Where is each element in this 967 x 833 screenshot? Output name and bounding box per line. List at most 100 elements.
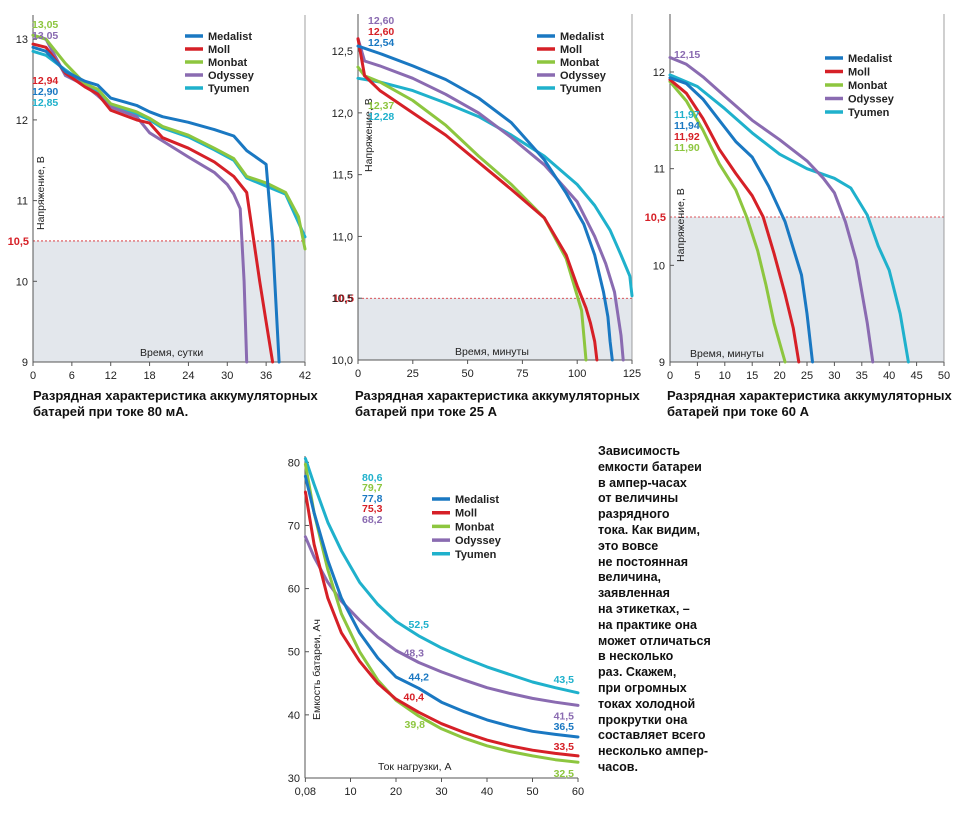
start-value-label: 12,37: [368, 100, 394, 112]
start-value-label: 80,6: [362, 472, 383, 484]
x-tick-label: 0: [355, 368, 361, 380]
legend-label: Moll: [848, 67, 870, 79]
note-line: раз. Скажем,: [598, 665, 677, 680]
y-tick-label: 11: [654, 164, 665, 176]
start-value-label: 12,54: [368, 37, 394, 49]
legend-label: Medalist: [208, 31, 252, 43]
legend-label: Tyumen: [455, 549, 497, 561]
x-tick-label: 60: [572, 786, 584, 798]
note-line: при огромных: [598, 680, 687, 695]
note-line: величина,: [598, 570, 662, 585]
point-value-label: 40,4: [404, 691, 425, 703]
x-tick-label: 36: [260, 370, 272, 382]
x-tick-label: 40: [883, 370, 895, 382]
legend-label: Medalist: [560, 31, 604, 43]
x-tick-label: 75: [516, 368, 528, 380]
start-value-label: 12,85: [32, 97, 58, 109]
legend-label: Odyssey: [560, 70, 607, 82]
y-tick-label: 9: [659, 357, 665, 369]
x-tick-label: 45: [910, 370, 922, 382]
note-line: разрядного: [598, 507, 670, 522]
y-tick-label: 13: [16, 34, 28, 46]
x-tick-label: 50: [526, 786, 538, 798]
x-tick-label: 125: [623, 368, 641, 380]
note-line: в несколько: [598, 649, 674, 664]
series-line-medalist: [356, 44, 614, 362]
x-tick-label: 100: [568, 368, 586, 380]
y-tick-label: 10,5: [332, 293, 353, 305]
x-tick-label: 25: [801, 370, 813, 382]
point-value-label: 52,5: [409, 619, 430, 631]
threshold-label: 10,5: [8, 236, 29, 248]
y-tick-label: 40: [288, 710, 300, 722]
caption-chart-60a: Разрядная характеристика аккумуляторных …: [667, 388, 952, 419]
series-line-medalist: [668, 76, 814, 364]
note-line: тока. Как видим,: [598, 522, 700, 537]
legend-label: Tyumen: [848, 107, 890, 119]
x-tick-label: 12: [105, 370, 117, 382]
legend-label: Medalist: [848, 53, 892, 65]
capacity-note: Зависимость емкости батареи в ампер-часа…: [598, 444, 718, 776]
threshold-label: 10,5: [645, 212, 666, 224]
legend-label: Tyumen: [560, 83, 602, 95]
chart-2: 10,510,010,511,011,512,012,50 25 50 75 100 12…: [332, 14, 641, 380]
note-line: емкости батареи: [598, 459, 702, 474]
start-value-label: 12,94: [32, 75, 58, 87]
start-value-label: 11,90: [674, 142, 700, 154]
threshold-label: 10,5: [333, 293, 354, 305]
x-axis-label: Время, минуты: [690, 348, 764, 360]
legend-label: Odyssey: [455, 535, 502, 547]
x-tick-label: 15: [746, 370, 758, 382]
y-tick-label: 10: [653, 260, 665, 272]
series-line-odyssey: [668, 56, 875, 364]
start-value-label: 12,90: [32, 86, 58, 98]
note-line: несколько ампер-: [598, 744, 709, 759]
y-tick-label: 10,0: [332, 355, 353, 367]
x-tick-label: 30: [435, 786, 447, 798]
x-tick-label: 20: [390, 786, 402, 798]
series-line-monbat: [668, 80, 787, 364]
series-line-moll: [31, 42, 275, 364]
x-tick-label: 10: [719, 370, 731, 382]
x-tick-label: 24: [182, 370, 194, 382]
y-tick-label: 12: [16, 115, 28, 127]
point-value-label: 48,3: [404, 647, 425, 659]
point-value-label: 36,5: [554, 721, 575, 733]
y-axis-label: Напряжение, В: [35, 156, 47, 230]
series-line-tyumen: [668, 73, 910, 364]
legend-label: Medalist: [455, 494, 499, 506]
point-value-label: 41,5: [554, 710, 575, 722]
chart-4: 30 40 50 60 70 80 0,08 10 20 30 40 50 60 Ток нагрузки…: [288, 456, 584, 798]
chart-1: 10,5 9 10 11 12 13 0 6 12 18 24 30 36 42 Время, сутки Н…: [8, 15, 311, 382]
legend-label: Monbat: [455, 521, 494, 533]
x-tick-label: 20: [773, 370, 785, 382]
point-value-label: 43,5: [554, 674, 575, 686]
series-line-tyumen: [356, 76, 634, 298]
x-axis-label: Ток нагрузки, А: [378, 761, 452, 773]
start-value-label: 11,92: [674, 131, 700, 143]
series-line-medalist: [31, 45, 281, 364]
note-line: прокрутки она: [598, 712, 688, 727]
legend-label: Monbat: [208, 57, 247, 69]
start-value-label: 12,28: [368, 111, 394, 123]
start-value-label: 11,97: [674, 109, 700, 121]
series-line-moll: [303, 490, 580, 758]
y-axis-label: Напряжение, В: [675, 188, 687, 262]
legend-label: Moll: [208, 44, 230, 56]
note-line: в ампер-часах: [598, 475, 687, 490]
point-value-label: 32,5: [554, 768, 575, 780]
x-tick-label: 0: [667, 370, 673, 382]
y-axis-label: Напряжение, В: [363, 98, 375, 172]
start-value-label: 68,2: [362, 514, 383, 526]
note-line: составляет всего: [598, 728, 706, 743]
note-line: на практике она: [598, 617, 697, 632]
y-tick-label: 11: [17, 196, 28, 208]
legend-label: Moll: [455, 508, 477, 520]
y-tick-label: 12,5: [332, 46, 353, 58]
note-line: на этикетках, –: [598, 601, 690, 616]
point-value-label: 39,8: [405, 719, 426, 731]
series-line-monbat: [303, 462, 580, 764]
series-line-monbat: [31, 33, 307, 251]
series-line-moll: [356, 37, 599, 362]
